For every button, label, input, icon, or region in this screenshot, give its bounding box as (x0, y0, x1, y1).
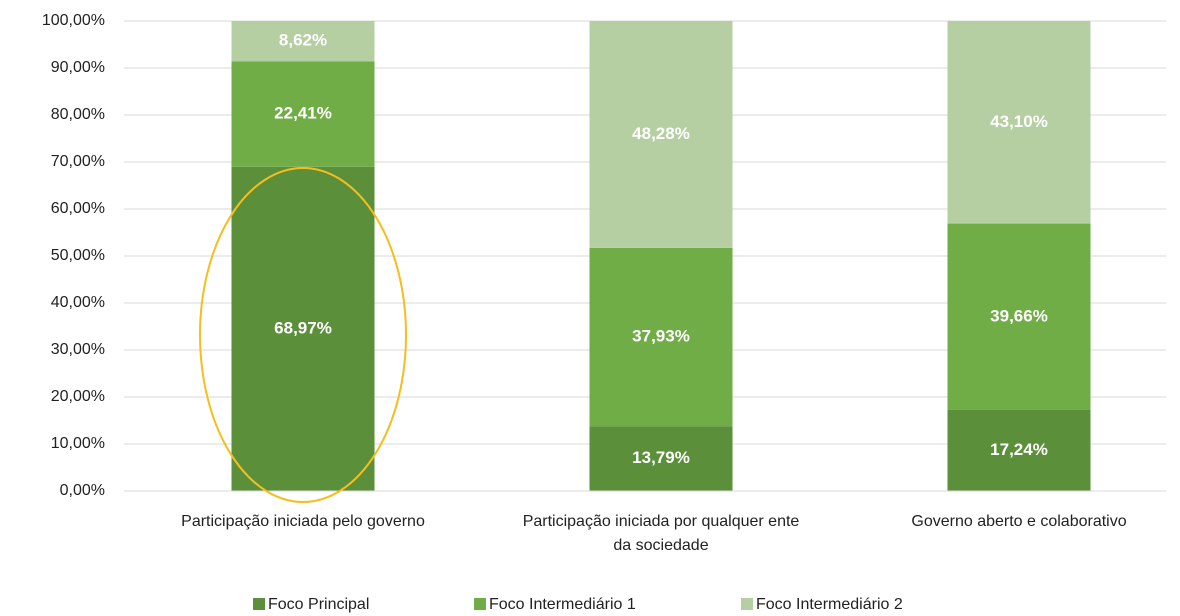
highlight-ellipse (199, 167, 407, 503)
x-tick-label: Governo aberto e colaborativo (911, 513, 1127, 530)
bar-segment (947, 223, 1091, 410)
bar-segment (947, 409, 1091, 491)
value-label: 37,93% (632, 327, 690, 346)
y-tick-label: 40,00% (51, 294, 105, 311)
value-label: 48,28% (632, 124, 690, 143)
y-tick-label: 60,00% (51, 200, 105, 217)
value-label: 68,97% (274, 318, 332, 337)
legend-label: Foco Principal (268, 596, 369, 613)
y-tick-label: 90,00% (51, 59, 105, 76)
value-label: 8,62% (279, 31, 327, 50)
bar-segment (589, 247, 733, 427)
value-label: 13,79% (632, 448, 690, 467)
bar-segment (231, 166, 375, 491)
y-tick-label: 70,00% (51, 153, 105, 170)
y-tick-label: 0,00% (60, 482, 105, 499)
legend-swatch (253, 598, 265, 610)
value-label: 17,24% (990, 440, 1048, 459)
bar-segment (589, 426, 733, 491)
legend-swatch (474, 598, 486, 610)
y-tick-label: 80,00% (51, 106, 105, 123)
value-label: 43,10% (990, 112, 1048, 131)
bar-segment (947, 21, 1091, 224)
bar-segment (231, 21, 375, 62)
legend-label: Foco Intermediário 1 (489, 596, 636, 613)
x-tick-label: Participação iniciada pelo governo (181, 513, 425, 530)
legend-swatch (741, 598, 753, 610)
y-tick-label: 20,00% (51, 388, 105, 405)
value-label: 22,41% (274, 104, 332, 123)
y-tick-label: 100,00% (42, 12, 105, 29)
y-tick-label: 10,00% (51, 435, 105, 452)
x-tick-label: Participação iniciada por qualquer ente … (522, 513, 800, 554)
bar-segment (589, 21, 733, 248)
y-tick-label: 30,00% (51, 341, 105, 358)
value-label: 39,66% (990, 306, 1048, 325)
legend-label: Foco Intermediário 2 (756, 596, 903, 613)
y-tick-label: 50,00% (51, 247, 105, 264)
bar-segment (231, 61, 375, 167)
